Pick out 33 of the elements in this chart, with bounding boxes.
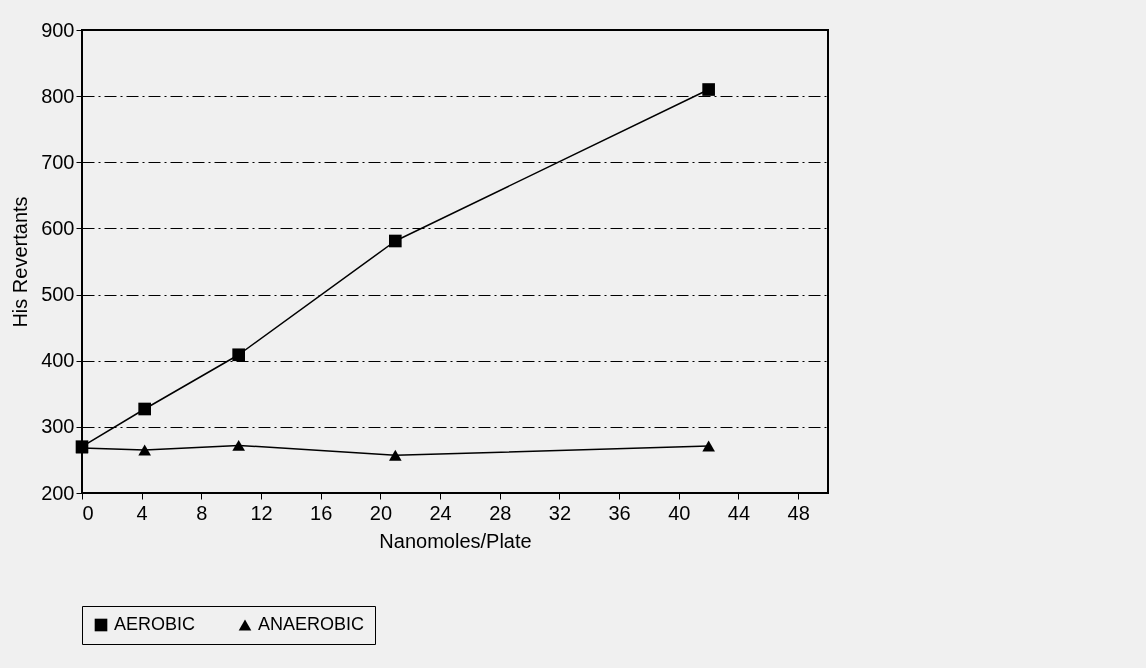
y-tick-label: 200 — [41, 481, 75, 504]
x-tick-label: 8 — [196, 501, 208, 524]
x-tick-label: 24 — [429, 501, 452, 524]
x-tick-label: 28 — [489, 501, 512, 524]
point — [702, 83, 715, 96]
x-tick-label: 44 — [727, 501, 751, 524]
point — [138, 444, 151, 456]
point — [232, 439, 245, 451]
x-tick-label: 20 — [369, 501, 393, 524]
x-tick-label: 0 — [82, 501, 94, 524]
x-tick-label: 16 — [310, 501, 333, 524]
point — [389, 449, 402, 461]
y-tick-label: 500 — [41, 283, 75, 306]
point — [389, 234, 402, 248]
legend-label: AEROBIC — [114, 614, 196, 634]
y-tick-label: 600 — [41, 216, 75, 239]
x-tick-label: 40 — [668, 501, 691, 524]
x-tick-label: 4 — [136, 501, 148, 524]
x-tick-label: 12 — [250, 501, 273, 524]
point — [702, 440, 715, 452]
y-tick-label: 900 — [41, 18, 75, 41]
y-tick-label: 300 — [41, 415, 75, 438]
x-tick-label: 32 — [548, 501, 572, 524]
y-tick-label: 700 — [41, 150, 75, 173]
point — [138, 402, 151, 416]
x-tick-label: 36 — [608, 501, 631, 524]
y-axis-title: His Revertants — [9, 196, 32, 328]
y-tick-label: 800 — [41, 84, 75, 107]
point — [232, 348, 245, 362]
y-tick-label: 400 — [41, 349, 75, 372]
x-tick-label: 48 — [787, 501, 810, 524]
legend-label: ANAEROBIC — [258, 614, 365, 634]
x-axis-title: Nanomoles/Plate — [379, 529, 532, 552]
